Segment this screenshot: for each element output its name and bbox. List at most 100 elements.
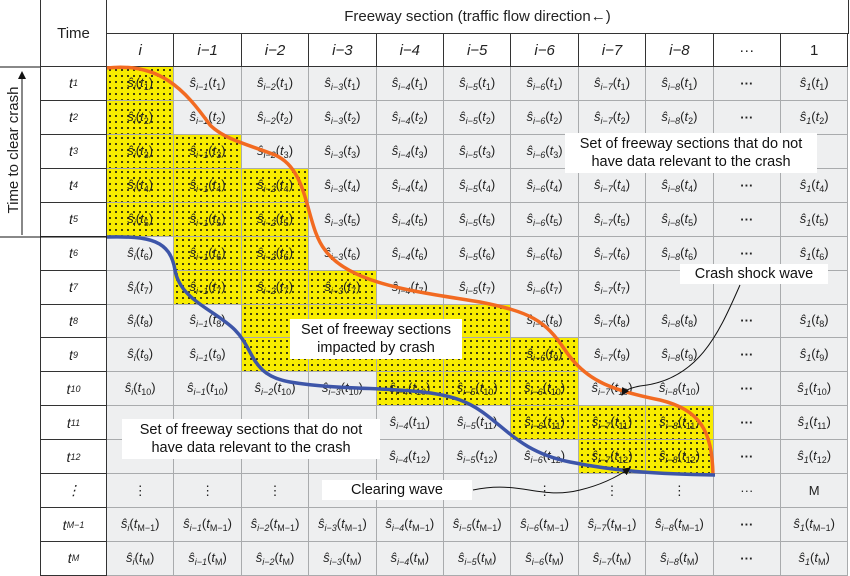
section-cell: ŝ1(tM−1) bbox=[781, 508, 849, 542]
column-header: i−2 bbox=[241, 34, 310, 67]
ellipsis-cell: ··· bbox=[713, 474, 781, 509]
section-cell: ŝi−6(tM−1) bbox=[511, 508, 579, 542]
section-cell: ŝi−5(tM) bbox=[444, 542, 512, 576]
impacted-cell: ŝi(t4) bbox=[107, 168, 175, 203]
section-cell: ŝi−6(t5) bbox=[511, 202, 579, 237]
no-data-top-label: Set of freeway sections that do not have… bbox=[565, 133, 817, 173]
section-cell: ŝ1(t10) bbox=[781, 372, 849, 407]
crash-shock-wave-label: Crash shock wave bbox=[680, 264, 828, 284]
section-cell: ŝi−8(tM) bbox=[646, 542, 714, 576]
impacted-cell: ŝi−1(t6) bbox=[174, 236, 242, 271]
impacted-cell: ŝi(t2) bbox=[107, 100, 175, 135]
impacted-cell: ŝi−7(t11) bbox=[578, 406, 647, 441]
time-subscript: 9 bbox=[72, 349, 78, 360]
time-subscript: 7 bbox=[72, 282, 78, 293]
section-cell: ŝi−3(tM−1) bbox=[309, 508, 377, 542]
impacted-cell: ŝi−6(t10) bbox=[511, 372, 579, 407]
section-cell: ŝi−1(tM−1) bbox=[174, 508, 242, 542]
time-subscript: 2 bbox=[72, 112, 78, 123]
section-cell: ŝi(t6) bbox=[107, 236, 175, 271]
section-cell: ŝi−7(t2) bbox=[578, 100, 647, 135]
impacted-cell: ŝi−1(t4) bbox=[174, 168, 242, 203]
impacted-label: Set of freeway sections impacted by cras… bbox=[290, 319, 462, 359]
section-cell: ŝi−6(t2) bbox=[511, 100, 579, 135]
section-cell: ŝi(t7) bbox=[107, 270, 175, 305]
section-cell: ŝi−6(t1) bbox=[511, 67, 579, 101]
clearing-wave-curve bbox=[106, 235, 716, 477]
section-cell: ŝi−6(t4) bbox=[511, 168, 579, 203]
ellipsis-cell: ··· bbox=[713, 542, 781, 576]
section-cell: ŝi−7(t5) bbox=[578, 202, 647, 237]
section-cell: ŝi−4(t4) bbox=[376, 168, 444, 203]
column-header: i−5 bbox=[444, 34, 512, 67]
impacted-cell: ŝi(t3) bbox=[107, 134, 175, 169]
section-cell: ŝ1(t9) bbox=[781, 338, 849, 373]
time-subscript: 10 bbox=[70, 383, 81, 394]
clearing-wave-label: Clearing wave bbox=[322, 480, 472, 500]
section-cell: ŝi−6(tM) bbox=[511, 542, 579, 576]
section-cell: M bbox=[781, 474, 849, 509]
time-label: t 12 bbox=[40, 440, 107, 475]
section-cell: ŝi−7(t4) bbox=[578, 168, 647, 203]
section-cell: ŝi−2(t2) bbox=[241, 100, 310, 135]
section-cell: ŝi−5(t4) bbox=[444, 168, 512, 203]
impacted-cell: ŝi−1(t7) bbox=[174, 270, 242, 305]
time-subscript: 12 bbox=[70, 451, 81, 462]
ellipsis-cell: ··· bbox=[713, 304, 781, 339]
section-cell: ŝi−4(t12) bbox=[376, 440, 444, 475]
section-cell: ⋮ bbox=[107, 474, 175, 509]
time-subscript: 5 bbox=[72, 214, 78, 225]
section-cell: ŝ1(t12) bbox=[781, 440, 849, 475]
section-cell: ŝi−3(t3) bbox=[309, 134, 377, 169]
section-cell: ŝi−7(t10) bbox=[578, 372, 647, 407]
section-cell: ŝi−8(t2) bbox=[646, 100, 714, 135]
section-cell: ŝi−4(tM−1) bbox=[376, 508, 444, 542]
section-cell: ŝi−2(tM) bbox=[241, 542, 310, 576]
section-cell: ŝi−6(t8) bbox=[511, 304, 579, 339]
ellipsis-cell: ··· bbox=[713, 406, 781, 441]
section-cell: ŝ1(t8) bbox=[781, 304, 849, 339]
section-cell: ŝ1(t1) bbox=[781, 67, 849, 101]
section-cell: ŝi−7(tM−1) bbox=[578, 508, 647, 542]
section-cell: ŝi−7(t8) bbox=[578, 304, 647, 339]
section-cell: ŝi−4(t11) bbox=[376, 406, 444, 441]
section-cell: ŝi−4(t3) bbox=[376, 134, 444, 169]
column-header: i−8 bbox=[646, 34, 714, 67]
section-cell: ŝi−4(t6) bbox=[376, 236, 444, 271]
ellipsis-cell: ··· bbox=[713, 508, 781, 542]
section-cell: ŝi−3(t4) bbox=[309, 168, 377, 203]
section-cell: ŝi(t10) bbox=[107, 372, 175, 407]
time-label: t M−1 bbox=[40, 508, 107, 542]
impacted-cell: ŝi−6(t11) bbox=[511, 406, 579, 441]
section-cell: ŝi−4(t2) bbox=[376, 100, 444, 135]
time-subscript: M bbox=[71, 553, 80, 564]
section-cell: ŝi−1(t10) bbox=[174, 372, 242, 407]
section-cell: ŝi−6(t6) bbox=[511, 236, 579, 271]
section-cell: ŝ1(tM) bbox=[781, 542, 849, 576]
section-cell: ŝi−5(t11) bbox=[444, 406, 512, 441]
freeway-section-header: Freeway section (traffic flow direction←… bbox=[107, 0, 849, 34]
section-cell: ŝi−3(t1) bbox=[309, 67, 377, 101]
section-cell: ŝi−3(t2) bbox=[309, 100, 377, 135]
section-cell: ⋮ bbox=[511, 474, 579, 509]
section-cell: ŝi−5(t1) bbox=[444, 67, 512, 101]
section-cell: ŝi−4(t5) bbox=[376, 202, 444, 237]
impacted-cell: ŝi(t5) bbox=[107, 202, 175, 237]
impacted-cell: ŝi−1(t5) bbox=[174, 202, 242, 237]
section-cell: ŝi−6(t7) bbox=[511, 270, 579, 305]
column-header: ··· bbox=[713, 34, 781, 67]
section-cell: ŝ1(t4) bbox=[781, 168, 849, 203]
time-label: ⋮ bbox=[40, 474, 107, 509]
no-data-bottom-label: Set of freeway sections that do not have… bbox=[122, 419, 380, 459]
section-cell: ŝi−8(t9) bbox=[646, 338, 714, 373]
time-subscript: 1 bbox=[72, 78, 78, 89]
column-header: i−3 bbox=[309, 34, 377, 67]
section-cell: ŝi(tM−1) bbox=[107, 508, 175, 542]
ellipsis-cell: ··· bbox=[713, 338, 781, 373]
section-cell: ŝi−8(t4) bbox=[646, 168, 714, 203]
